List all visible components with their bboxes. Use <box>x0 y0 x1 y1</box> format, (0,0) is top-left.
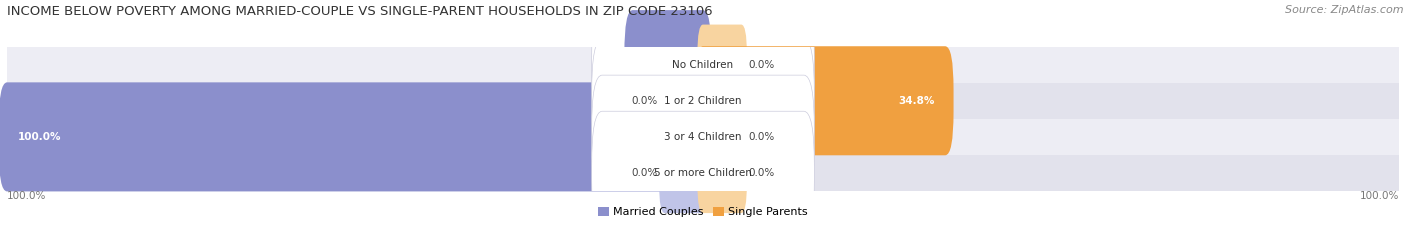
FancyBboxPatch shape <box>624 10 711 119</box>
FancyBboxPatch shape <box>659 133 709 213</box>
FancyBboxPatch shape <box>695 46 953 155</box>
Text: 0.0%: 0.0% <box>748 60 775 70</box>
Text: 0.0%: 0.0% <box>631 168 658 178</box>
Text: Source: ZipAtlas.com: Source: ZipAtlas.com <box>1285 5 1403 15</box>
FancyBboxPatch shape <box>659 61 709 141</box>
Text: 5 or more Children: 5 or more Children <box>654 168 752 178</box>
Bar <box>7 119 1399 155</box>
FancyBboxPatch shape <box>592 3 814 127</box>
Bar <box>7 47 1399 83</box>
Text: INCOME BELOW POVERTY AMONG MARRIED-COUPLE VS SINGLE-PARENT HOUSEHOLDS IN ZIP COD: INCOME BELOW POVERTY AMONG MARRIED-COUPL… <box>7 5 713 18</box>
Text: 100.0%: 100.0% <box>1360 191 1399 201</box>
Text: 1 or 2 Children: 1 or 2 Children <box>664 96 742 106</box>
FancyBboxPatch shape <box>697 24 747 105</box>
FancyBboxPatch shape <box>592 75 814 199</box>
Text: 100.0%: 100.0% <box>7 191 46 201</box>
Text: 0.0%: 0.0% <box>631 96 658 106</box>
Bar <box>7 83 1399 119</box>
Text: 0.0%: 0.0% <box>748 168 775 178</box>
Text: 3 or 4 Children: 3 or 4 Children <box>664 132 742 142</box>
Text: 10.1%: 10.1% <box>643 60 679 70</box>
Bar <box>7 155 1399 191</box>
FancyBboxPatch shape <box>697 133 747 213</box>
FancyBboxPatch shape <box>592 111 814 233</box>
Text: 34.8%: 34.8% <box>898 96 935 106</box>
FancyBboxPatch shape <box>697 97 747 177</box>
Text: 100.0%: 100.0% <box>17 132 60 142</box>
Text: 0.0%: 0.0% <box>748 132 775 142</box>
Text: No Children: No Children <box>672 60 734 70</box>
Legend: Married Couples, Single Parents: Married Couples, Single Parents <box>593 202 813 222</box>
FancyBboxPatch shape <box>592 39 814 163</box>
FancyBboxPatch shape <box>0 82 711 192</box>
